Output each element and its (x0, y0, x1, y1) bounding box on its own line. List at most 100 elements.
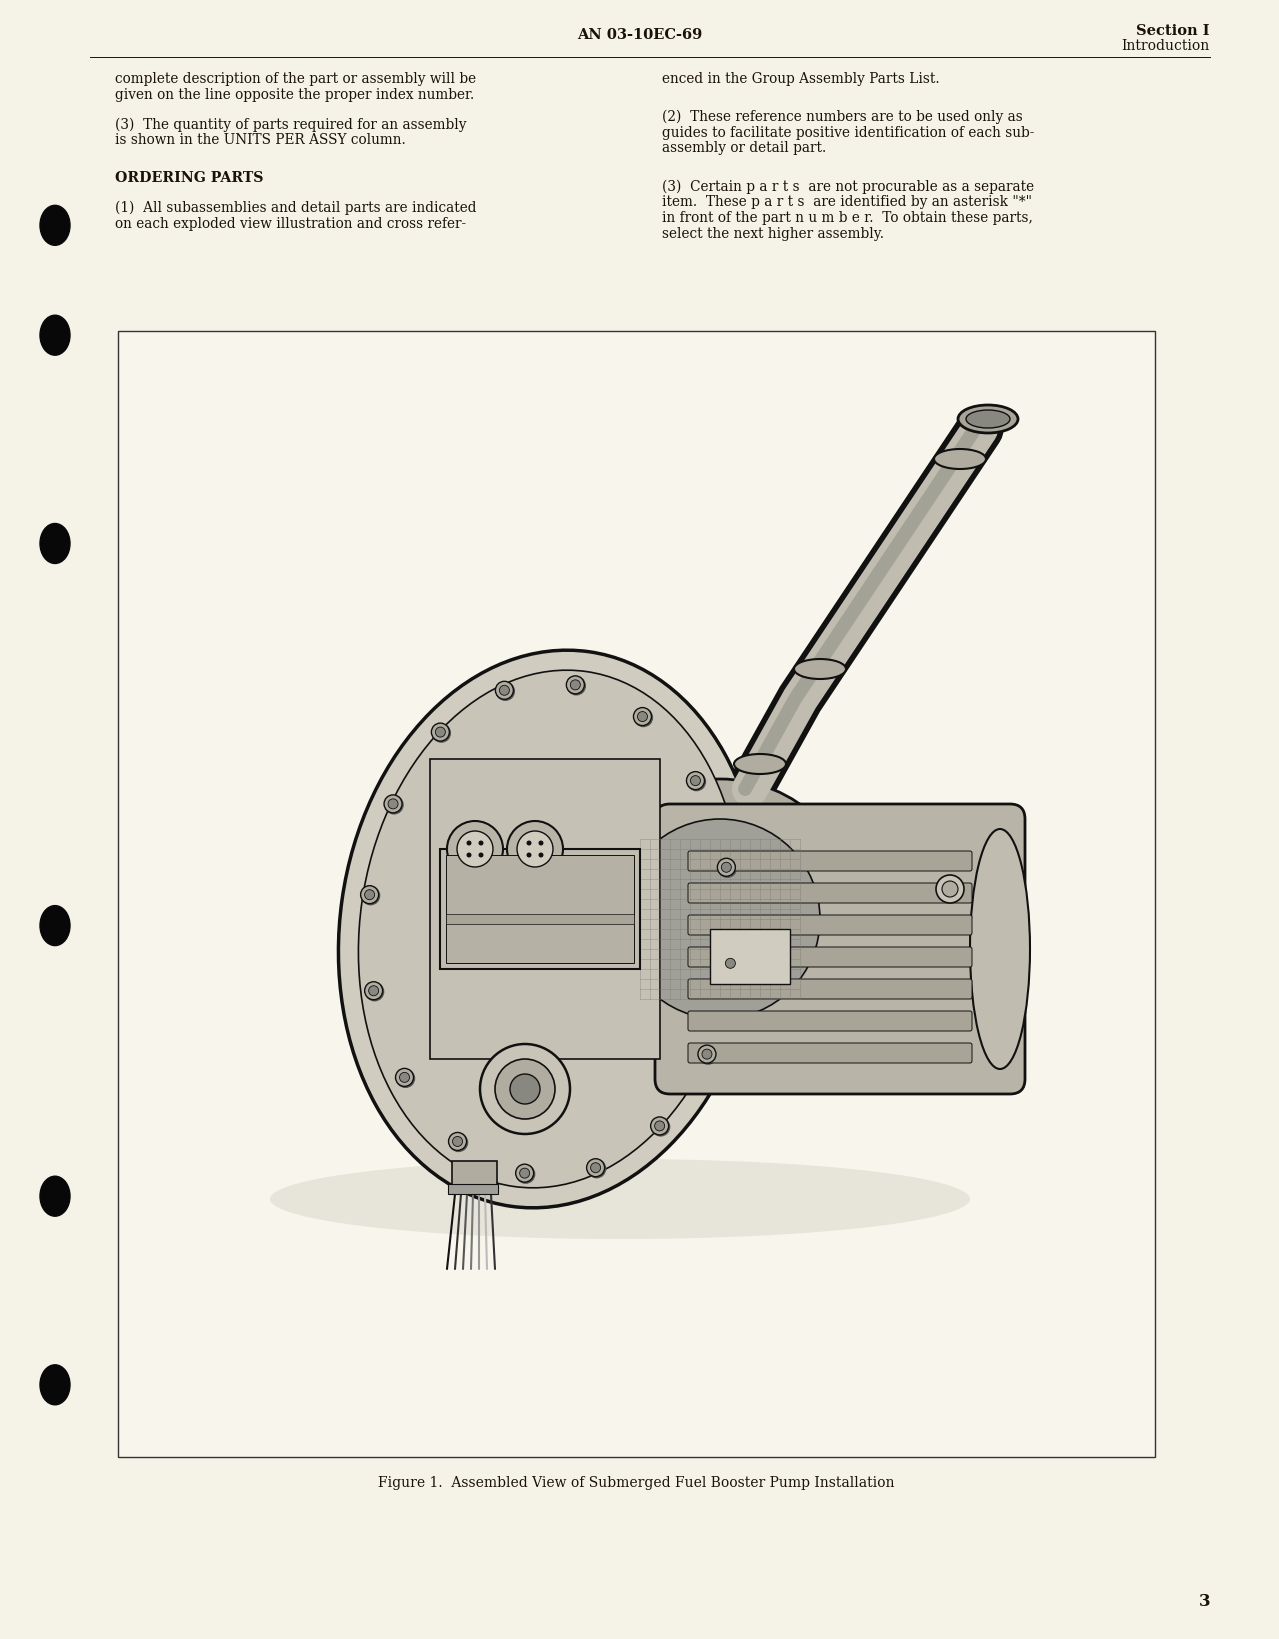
Bar (440, 849, 640, 969)
Ellipse shape (675, 824, 1016, 1085)
Circle shape (467, 852, 472, 857)
Ellipse shape (579, 780, 859, 1059)
Circle shape (936, 875, 964, 903)
Circle shape (361, 887, 379, 905)
Ellipse shape (40, 906, 70, 946)
Circle shape (495, 1059, 555, 1119)
Bar (430, 759, 660, 1059)
Text: assembly or detail part.: assembly or detail part. (663, 141, 826, 156)
Circle shape (495, 682, 513, 700)
Bar (446, 915, 634, 924)
Circle shape (365, 982, 382, 1000)
Text: is shown in the UNITS PER ASSY column.: is shown in the UNITS PER ASSY column. (115, 133, 405, 148)
Text: in front of the part n u m b e r.  To obtain these parts,: in front of the part n u m b e r. To obt… (663, 211, 1033, 225)
Ellipse shape (969, 829, 1030, 1069)
Circle shape (431, 724, 449, 741)
Circle shape (698, 1046, 716, 1064)
Circle shape (591, 1164, 601, 1174)
Circle shape (362, 887, 380, 905)
Circle shape (517, 831, 553, 867)
Text: Introduction: Introduction (1122, 39, 1210, 52)
Circle shape (435, 728, 445, 738)
Circle shape (721, 862, 732, 872)
Circle shape (634, 710, 652, 728)
Ellipse shape (339, 651, 761, 1208)
Bar (451, 1162, 498, 1190)
Circle shape (587, 1160, 606, 1178)
Circle shape (517, 1165, 535, 1183)
Circle shape (368, 987, 379, 997)
Circle shape (384, 795, 402, 813)
Ellipse shape (358, 670, 742, 1188)
Circle shape (719, 860, 737, 879)
Circle shape (702, 1049, 712, 1059)
Circle shape (943, 882, 958, 898)
Ellipse shape (734, 754, 787, 775)
Circle shape (506, 821, 563, 877)
Text: on each exploded view illustration and cross refer-: on each exploded view illustration and c… (115, 216, 466, 231)
Text: (1)  All subassemblies and detail parts are indicated: (1) All subassemblies and detail parts a… (115, 202, 477, 215)
Circle shape (432, 724, 450, 742)
Circle shape (519, 1169, 530, 1178)
Text: enced in the Group Assembly Parts List.: enced in the Group Assembly Parts List. (663, 72, 940, 85)
Ellipse shape (40, 524, 70, 564)
FancyBboxPatch shape (688, 852, 972, 872)
Text: (3)  The quantity of parts required for an assembly: (3) The quantity of parts required for a… (115, 118, 467, 131)
Text: complete description of the part or assembly will be: complete description of the part or asse… (115, 72, 476, 85)
Circle shape (478, 852, 483, 857)
Circle shape (467, 841, 472, 846)
Circle shape (499, 685, 509, 697)
Text: 3: 3 (1198, 1593, 1210, 1609)
Circle shape (698, 1046, 718, 1064)
Ellipse shape (40, 207, 70, 246)
Circle shape (395, 1069, 413, 1087)
Circle shape (691, 777, 701, 787)
FancyBboxPatch shape (688, 883, 972, 903)
Ellipse shape (794, 659, 845, 680)
Circle shape (453, 1137, 463, 1147)
Circle shape (568, 677, 586, 695)
Ellipse shape (40, 1365, 70, 1405)
Bar (118, 331, 1155, 1457)
Circle shape (587, 1159, 605, 1177)
FancyBboxPatch shape (655, 805, 1024, 1095)
Circle shape (651, 1118, 670, 1136)
Bar (446, 856, 634, 964)
Ellipse shape (620, 820, 820, 1019)
Circle shape (527, 841, 532, 846)
Circle shape (388, 800, 398, 810)
Text: guides to facilitate positive identification of each sub-: guides to facilitate positive identifica… (663, 126, 1035, 139)
Circle shape (480, 1044, 570, 1134)
Text: (2)  These reference numbers are to be used only as: (2) These reference numbers are to be us… (663, 110, 1023, 125)
Ellipse shape (40, 1177, 70, 1216)
Text: Figure 1.  Assembled View of Submerged Fuel Booster Pump Installation: Figure 1. Assembled View of Submerged Fu… (379, 1475, 895, 1490)
Text: given on the line opposite the proper index number.: given on the line opposite the proper in… (115, 89, 475, 102)
Circle shape (570, 680, 581, 690)
Ellipse shape (958, 406, 1018, 434)
Text: Section I: Section I (1137, 25, 1210, 38)
Circle shape (399, 1074, 409, 1083)
Circle shape (721, 956, 739, 972)
Text: AN 03-10EC-69: AN 03-10EC-69 (577, 28, 702, 43)
Circle shape (457, 831, 492, 867)
Circle shape (633, 708, 651, 726)
Ellipse shape (934, 449, 986, 470)
Circle shape (449, 1133, 467, 1151)
FancyBboxPatch shape (688, 1011, 972, 1031)
Bar (710, 929, 790, 985)
Circle shape (637, 711, 647, 723)
FancyBboxPatch shape (688, 916, 972, 936)
Circle shape (366, 983, 384, 1001)
Circle shape (496, 683, 514, 701)
Text: ORDERING PARTS: ORDERING PARTS (115, 170, 263, 185)
Circle shape (687, 772, 705, 790)
FancyBboxPatch shape (688, 1044, 972, 1064)
Circle shape (538, 841, 544, 846)
Circle shape (515, 1164, 533, 1182)
Circle shape (567, 677, 585, 695)
Circle shape (510, 1074, 540, 1105)
Text: item.  These p a r t s  are identified by an asterisk "*": item. These p a r t s are identified by … (663, 195, 1032, 208)
Text: (3)  Certain p a r t s  are not procurable as a separate: (3) Certain p a r t s are not procurable… (663, 179, 1035, 193)
Circle shape (725, 959, 735, 969)
Circle shape (449, 1134, 468, 1152)
